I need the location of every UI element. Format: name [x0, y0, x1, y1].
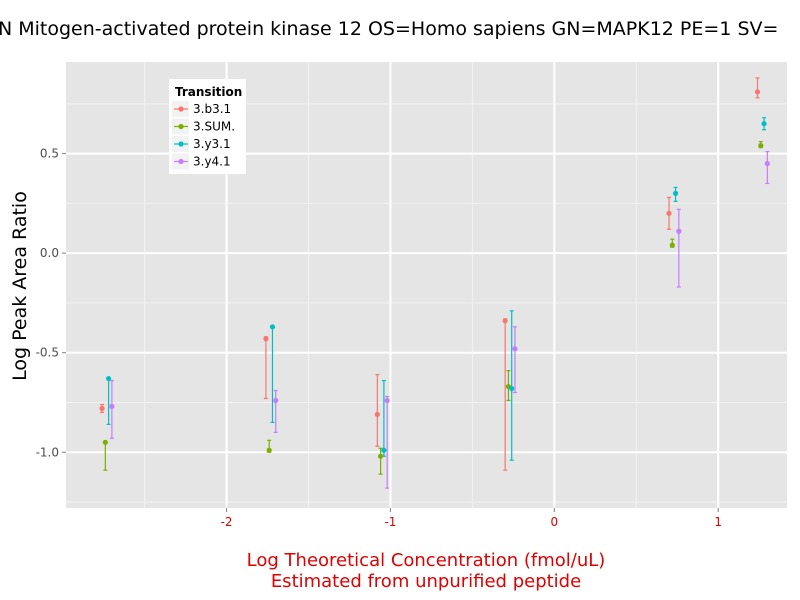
legend-label: 3.y4.1 — [193, 155, 231, 169]
y-tick-label: -0.5 — [36, 346, 59, 360]
error-bar — [378, 447, 383, 475]
legend-key-point — [178, 158, 184, 165]
data-point — [509, 385, 515, 392]
data-point — [269, 324, 276, 330]
legend: Transition 3.b3.1 3.SUM. 3.y3.1 3.y4.1 — [169, 79, 246, 174]
chart-title: N Mitogen-activated protein kinase 12 OS… — [0, 18, 778, 40]
data-point — [669, 242, 675, 248]
data-point — [512, 346, 518, 352]
error-bar — [765, 150, 770, 185]
legend-item: 3.b3.1 — [172, 101, 231, 117]
legend-label: 3.b3.1 — [193, 102, 231, 116]
y-tick-label: -1.0 — [36, 445, 59, 459]
data-point — [758, 143, 764, 149]
data-point — [381, 447, 387, 453]
data-point — [273, 397, 279, 404]
data-point — [102, 439, 108, 445]
data-point — [109, 403, 115, 410]
error-bar — [273, 389, 278, 433]
data-point — [378, 453, 384, 459]
x-tick-label: 0 — [550, 515, 558, 529]
data-point — [374, 411, 380, 418]
legend-label: 3.SUM. — [193, 120, 235, 134]
legend-key-point — [178, 141, 184, 147]
x-axis: -2 -1 0 1 — [221, 508, 722, 529]
data-point — [666, 210, 672, 216]
data-point — [263, 336, 269, 342]
data-point — [106, 375, 112, 382]
legend-item: 3.SUM. — [172, 118, 235, 135]
grid-major-lines — [66, 62, 787, 508]
error-bar — [676, 208, 681, 288]
error-bar — [375, 373, 380, 447]
error-bar — [385, 395, 390, 489]
legend-item: 3.y4.1 — [172, 153, 231, 170]
data-point — [761, 121, 767, 127]
data-point — [384, 397, 390, 404]
data-point — [754, 89, 761, 95]
x-tick-label: -1 — [384, 515, 396, 529]
data-point — [764, 160, 770, 167]
x-tick-label: -2 — [221, 515, 233, 529]
legend-key-point — [178, 123, 184, 130]
error-bars — [100, 77, 770, 489]
x-tick-label: 1 — [714, 515, 722, 529]
x-axis-title-line-1: Log Theoretical Concentration (fmol/uL) — [247, 550, 606, 571]
error-bar — [509, 310, 514, 461]
data-point — [99, 405, 105, 412]
x-axis-title-line-2: Estimated from unpurified peptide — [271, 571, 581, 592]
data-points — [99, 89, 770, 459]
legend-item: 3.y3.1 — [172, 136, 231, 152]
data-point — [266, 447, 272, 453]
y-tick-label: 0.0 — [40, 246, 59, 260]
data-point — [502, 318, 508, 324]
legend-title: Transition — [175, 85, 242, 99]
error-bar — [109, 379, 114, 439]
y-axis-title: Log Peak Area Ratio — [9, 191, 31, 381]
data-point — [676, 228, 682, 234]
legend-key-point — [178, 106, 184, 112]
y-tick-label: 0.5 — [40, 147, 59, 161]
data-point — [672, 190, 679, 197]
y-axis: -1.0 -0.5 0.0 0.5 — [36, 147, 66, 459]
error-bar — [755, 77, 760, 99]
legend-label: 3.y3.1 — [193, 137, 231, 151]
error-bar — [512, 326, 517, 394]
